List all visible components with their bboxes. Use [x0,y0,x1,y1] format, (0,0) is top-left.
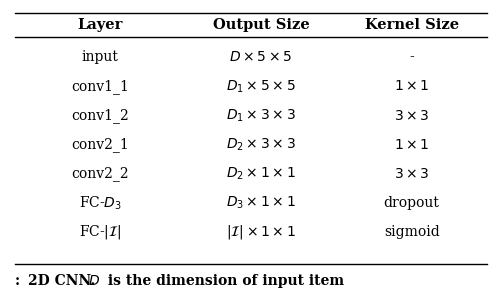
Text: conv2_1: conv2_1 [71,137,129,152]
Text: $D\times5\times5$: $D\times5\times5$ [229,50,292,64]
Text: $|\mathcal{I}|\times1\times1$: $|\mathcal{I}|\times1\times1$ [225,224,296,241]
Text: $D_1\times3\times3$: $D_1\times3\times3$ [225,107,296,124]
Text: $D_2\times3\times3$: $D_2\times3\times3$ [225,136,296,153]
Text: $D_3\times1\times1$: $D_3\times1\times1$ [225,195,296,212]
Text: dropout: dropout [383,196,439,210]
Text: input: input [82,50,119,64]
Text: $D_2\times1\times1$: $D_2\times1\times1$ [225,166,296,182]
Text: conv2_2: conv2_2 [72,167,129,181]
Text: Kernel Size: Kernel Size [364,18,458,32]
Text: $D_1\times5\times5$: $D_1\times5\times5$ [226,78,295,95]
Text: conv1_1: conv1_1 [71,79,129,94]
Text: FC-$|\mathcal{I}|$: FC-$|\mathcal{I}|$ [79,224,121,241]
Text: $3\times3$: $3\times3$ [393,109,428,122]
Text: -: - [408,50,413,64]
Text: $3\times3$: $3\times3$ [393,167,428,181]
Text: conv1_2: conv1_2 [71,108,129,123]
Text: $1\times1$: $1\times1$ [393,138,428,152]
Text: :: : [15,274,25,288]
Text: $D$: $D$ [88,274,100,288]
Text: Output Size: Output Size [212,18,309,32]
Text: $1\times1$: $1\times1$ [393,80,428,93]
Text: sigmoid: sigmoid [383,226,439,239]
Text: Layer: Layer [78,18,123,32]
Text: 2D CNN.: 2D CNN. [28,274,100,288]
Text: FC-$D_3$: FC-$D_3$ [79,195,122,212]
Text: is the dimension of input item: is the dimension of input item [103,274,343,288]
